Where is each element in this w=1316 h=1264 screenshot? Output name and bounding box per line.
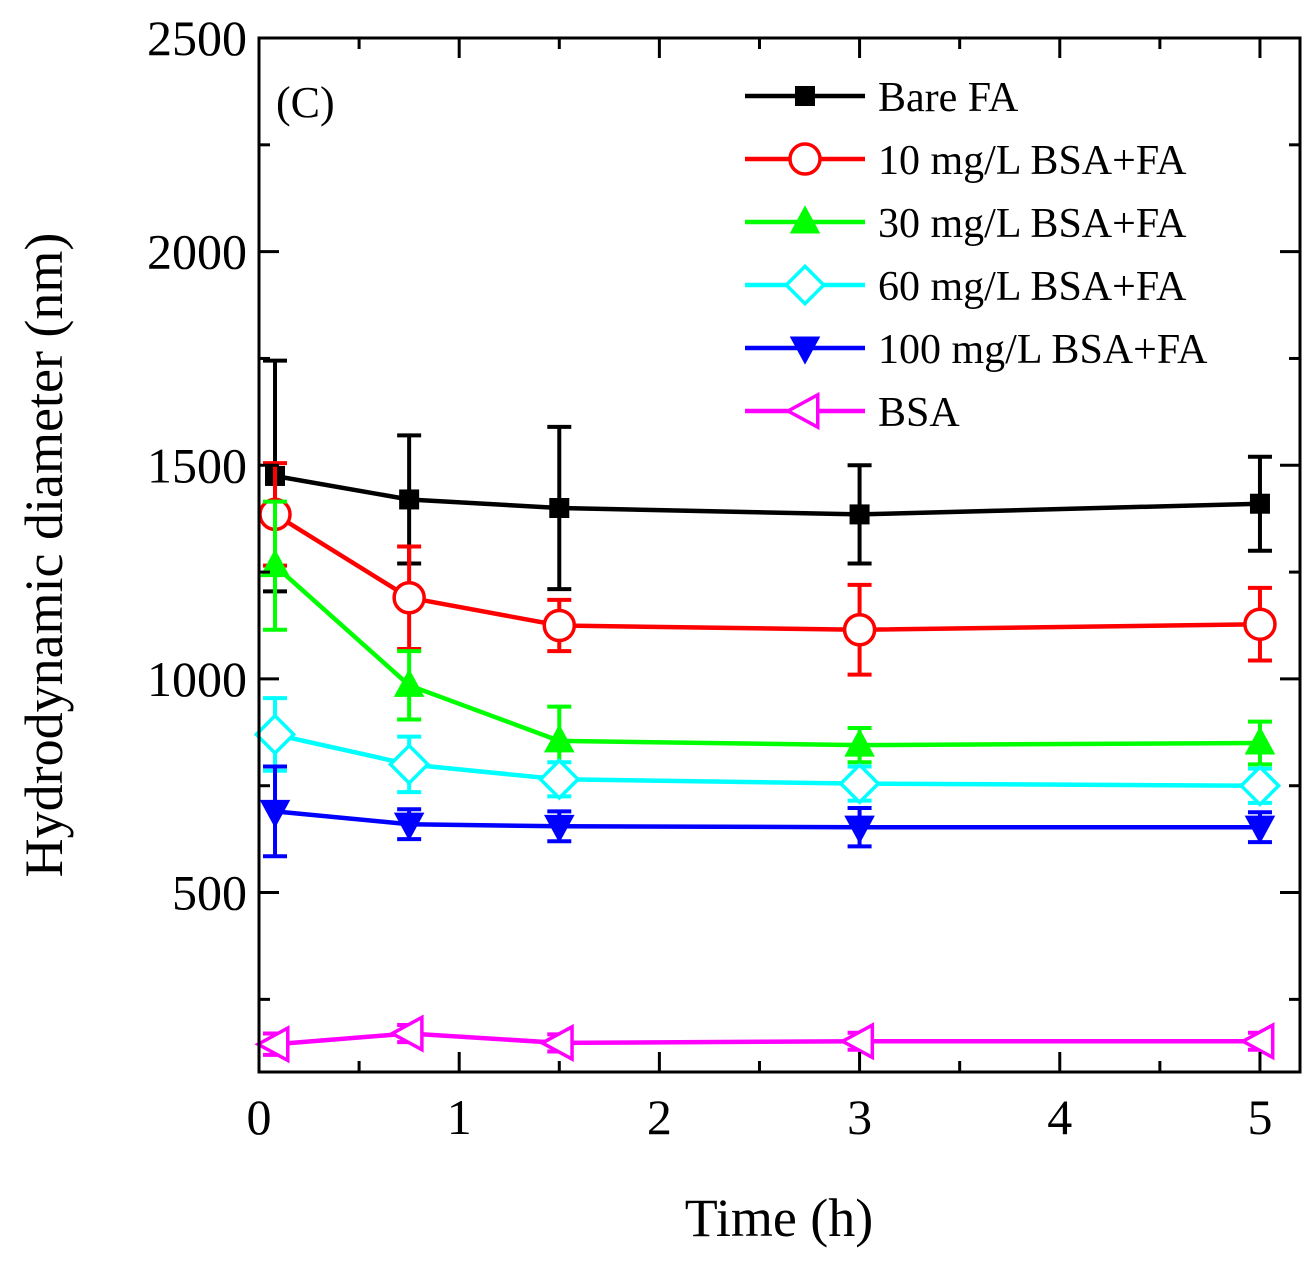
plot-background: [259, 38, 1300, 1072]
data-point: [393, 812, 425, 841]
x-tick-label: 3: [847, 1089, 872, 1145]
legend-item: 10 mg/L BSA+FA: [745, 138, 1187, 184]
data-point: [1239, 1022, 1275, 1061]
legend-label: BSA: [878, 390, 960, 436]
x-tick-label: 1: [447, 1089, 472, 1145]
data-point: [1249, 493, 1270, 514]
legend-label: 100 mg/L BSA+FA: [878, 327, 1208, 373]
data-point: [387, 743, 431, 786]
legend-label: 10 mg/L BSA+FA: [878, 138, 1187, 184]
series-4: [253, 696, 1282, 807]
x-tick-label: 2: [647, 1089, 672, 1145]
legend-marker: [783, 263, 827, 307]
axes-layer: 0 1 2 3 4 5 500 1000 1500 2000 2500: [147, 10, 1302, 1145]
legend-label: Bare FA: [878, 75, 1019, 121]
data-point: [399, 489, 420, 510]
data-point: [549, 498, 570, 518]
legend-label: 30 mg/L BSA+FA: [878, 201, 1187, 247]
data-point: [1244, 815, 1276, 844]
legend-item: BSA: [745, 390, 960, 436]
data-point: [844, 728, 875, 757]
legend-marker: [784, 391, 820, 431]
data-point: [1243, 607, 1277, 641]
series-layer: [253, 358, 1282, 1064]
x-tick-label: 0: [247, 1089, 272, 1145]
y-tick-label: 2500: [147, 10, 247, 66]
data-point: [838, 762, 881, 805]
data-point: [259, 799, 291, 829]
legend: Bare FA 10 mg/L BSA+FA 30 mg/L BSA+FA 60 mg…: [745, 75, 1208, 436]
data-point: [254, 1025, 290, 1064]
plot-frame: [257, 36, 1302, 1074]
data-point: [259, 549, 291, 578]
data-point: [542, 608, 577, 643]
legend-item: 30 mg/L BSA+FA: [745, 201, 1187, 247]
panel-label: (C): [276, 78, 335, 127]
data-point: [849, 504, 870, 525]
y-tick-label: 2000: [147, 224, 247, 280]
data-point: [1244, 726, 1276, 755]
data-point: [538, 758, 581, 801]
series-5: [259, 764, 1276, 859]
data-point: [842, 613, 877, 647]
series-2: [258, 461, 1277, 677]
data-point: [392, 580, 426, 615]
legend-marker: [788, 142, 822, 176]
y-tick-label: 500: [172, 865, 247, 921]
y-axis-title: Hydrodynamic diameter (nm): [14, 233, 74, 878]
legend-item: Bare FA: [745, 75, 1019, 121]
data-point: [393, 668, 425, 697]
series-3: [259, 499, 1276, 778]
legend-item: 100 mg/L BSA+FA: [745, 327, 1208, 373]
legend-marker: [789, 336, 821, 365]
y-tick-label: 1000: [147, 651, 247, 707]
data-point: [538, 1023, 574, 1063]
x-axis-title: Time (h): [685, 1188, 874, 1248]
y-tick-label: 1500: [147, 437, 247, 493]
x-tick-label: 4: [1047, 1089, 1072, 1145]
data-point: [838, 1022, 875, 1061]
series-6: [254, 1014, 1275, 1064]
data-point: [844, 815, 875, 844]
legend-label: 60 mg/L BSA+FA: [878, 264, 1187, 310]
x-tick-label: 5: [1247, 1089, 1272, 1145]
data-point: [543, 814, 575, 843]
data-point: [1238, 764, 1282, 807]
legend-marker: [789, 205, 821, 234]
data-point: [253, 713, 297, 756]
data-point: [543, 724, 575, 753]
series-1: [263, 358, 1272, 594]
legend-item: 60 mg/L BSA+FA: [745, 263, 1187, 310]
data-point: [388, 1014, 424, 1053]
legend-marker: [795, 86, 815, 106]
